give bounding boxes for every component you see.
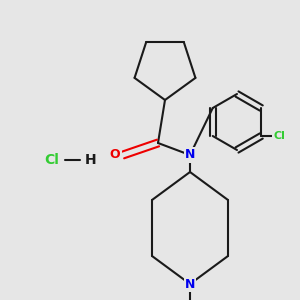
Text: N: N bbox=[185, 148, 195, 161]
Text: O: O bbox=[110, 148, 120, 161]
Text: H: H bbox=[85, 153, 97, 167]
Text: Cl: Cl bbox=[273, 131, 285, 141]
Text: Cl: Cl bbox=[45, 153, 59, 167]
Text: N: N bbox=[185, 278, 195, 290]
